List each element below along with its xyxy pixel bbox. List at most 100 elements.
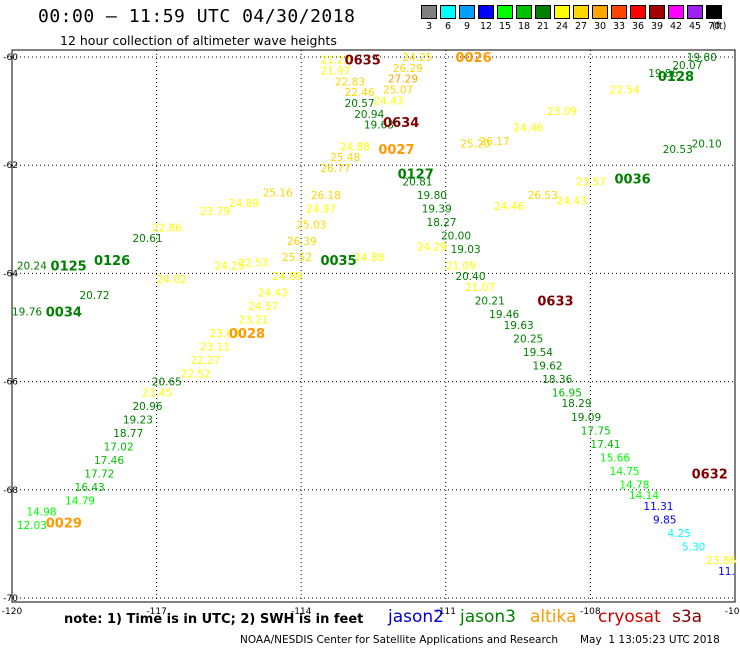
wave-height-value: 22.86 (152, 222, 182, 234)
generated-timestamp: May 1 13:05:23 UTC 2018 (580, 634, 720, 646)
colorbar-swatch (668, 5, 684, 19)
wave-height-value: 24.88 (354, 252, 384, 264)
wave-height-value: 14.98 (26, 506, 56, 518)
wave-height-value: 20.53 (663, 144, 693, 156)
satellite-legend-s3a: s3a (672, 607, 703, 627)
wave-height-value: 17.02 (104, 442, 134, 454)
pass-time-label: 0036 (615, 173, 651, 188)
latitude-tick-label: -68 (3, 486, 18, 496)
wave-height-value: 20.07 (672, 60, 702, 72)
wave-height-value: 12.03 (17, 520, 47, 532)
credit-line: NOAA/NESDIS Center for Satellite Applica… (240, 634, 558, 646)
graticule (11, 50, 736, 602)
wave-height-value: 18.36 (542, 374, 572, 386)
wave-height-value: 26.39 (287, 236, 317, 248)
wave-height-value: 21.09 (446, 260, 476, 272)
wave-height-value: 25.16 (263, 187, 293, 199)
satellite-legend-cryosat: cryosat (598, 607, 661, 627)
wave-height-value: 19.76 (12, 306, 42, 318)
wave-height-value: 22.83 (335, 76, 365, 88)
wave-height-value: 24.88 (340, 141, 370, 153)
pass-time-label: 0635 (345, 54, 381, 69)
colorbar-swatch (516, 5, 532, 19)
wave-height-value: 26.29 (393, 63, 423, 75)
wave-height-value: 24.43 (258, 287, 288, 299)
wave-height-value: 19.39 (422, 203, 452, 215)
wave-height-value: 21.97 (320, 66, 350, 78)
wave-height-value: 25.07 (383, 84, 413, 96)
colorbar-swatch (630, 5, 646, 19)
colorbar-level-label: 6 (444, 21, 452, 32)
pass-time-label: 0127 (398, 167, 434, 182)
wave-height-value: 23.63 (210, 328, 240, 340)
pass-time-label: 0035 (320, 254, 356, 269)
wave-height-value: 23.21 (239, 314, 269, 326)
wave-height-value: 19.80 (417, 190, 447, 202)
wave-height-value: 20.21 (475, 295, 505, 307)
wave-height-value: 19.46 (489, 309, 519, 321)
map-frame (11, 49, 736, 603)
colorbar-level-label: 39 (650, 21, 664, 32)
wave-height-value: 20.81 (402, 176, 432, 188)
wave-height-value: 20.72 (79, 290, 109, 302)
wave-height-value: 24.46 (494, 201, 524, 213)
wave-height-value: 14.78 (619, 479, 649, 491)
wave-height-value: 24.02 (157, 274, 187, 286)
wave-height-value: 22.27 (190, 355, 220, 367)
colorbar-swatch (554, 5, 570, 19)
wave-height-value: 23.11 (200, 341, 230, 353)
wave-height-value: 17.75 (581, 425, 611, 437)
wave-height-value: 9.85 (653, 515, 676, 527)
wave-height-value: 20.40 (455, 271, 485, 283)
pass-time-label: 0027 (378, 143, 414, 158)
colorbar-level-label: 33 (612, 21, 626, 32)
satellite-legend-jason2: jason2 (388, 607, 444, 627)
wave-height-value: 24.25 (214, 260, 244, 272)
pass-time-label: 0125 (51, 259, 87, 274)
wave-height-value: 14.79 (65, 496, 95, 508)
colorbar-swatch (706, 5, 722, 19)
wave-height-value: 14.75 (610, 466, 640, 478)
colorbar-swatch (535, 5, 551, 19)
colorbar-swatch (592, 5, 608, 19)
wave-height-value: 24.97 (306, 203, 336, 215)
satellite-legend-altika: altika (530, 607, 577, 627)
wave-height-value: 11. (718, 566, 735, 578)
colorbar-level-label: 27 (574, 21, 588, 32)
wave-height-value: 21.07 (465, 282, 495, 294)
colorbar-swatch (687, 5, 703, 19)
wave-height-value: 26.17 (480, 136, 510, 148)
latitude-tick-label: -64 (3, 269, 18, 279)
wave-height-value: 22.53 (239, 258, 269, 270)
pass-time-label: 0126 (94, 254, 130, 269)
colorbar-level-label: 36 (631, 21, 645, 32)
wave-height-value: 24.89 (229, 198, 259, 210)
wave-height-value: 24.29 (417, 241, 447, 253)
longitude-tick-label: -108 (580, 607, 601, 617)
wave-height-value: 20.00 (441, 231, 471, 243)
colorbar-swatch (440, 5, 456, 19)
latitude-tick-label: -70 (3, 594, 18, 604)
wave-height-value: 16.95 (552, 387, 582, 399)
satellite-legend-jason3: jason3 (460, 607, 516, 627)
wave-height-value: 23.45 (142, 387, 172, 399)
pass-time-label: 0633 (537, 294, 573, 309)
wave-height-value: 24.43 (374, 95, 404, 107)
wave-height-value: 17.72 (84, 469, 114, 481)
footer-note: note: 1) Time is in UTC; 2) SWH is in fe… (64, 612, 364, 627)
colorbar-swatch (611, 5, 627, 19)
wave-height-value: 5.30 (682, 542, 705, 554)
wave-height-value: 24.57 (248, 301, 278, 313)
wave-height-value: 25.03 (296, 220, 326, 232)
axis-ticks: -120 -117 -114 -111 -108 -105 -60 -62 -64 -66 -68 -… (2, 53, 740, 617)
wave-height-value: 24.25 (402, 52, 432, 64)
colorbar-swatch (478, 5, 494, 19)
longitude-tick-label: -117 (146, 607, 166, 617)
longitude-tick-label: -111 (436, 607, 456, 617)
colorbar-unit: (ft) (712, 21, 727, 32)
map-subtitle: 12 hour collection of altimeter wave hei… (60, 33, 337, 48)
wave-height-value: 18.27 (427, 217, 457, 229)
colorbar-swatch (459, 5, 475, 19)
wave-height-value: 18.29 (561, 398, 591, 410)
wave-height-value: 22.46 (345, 87, 375, 99)
